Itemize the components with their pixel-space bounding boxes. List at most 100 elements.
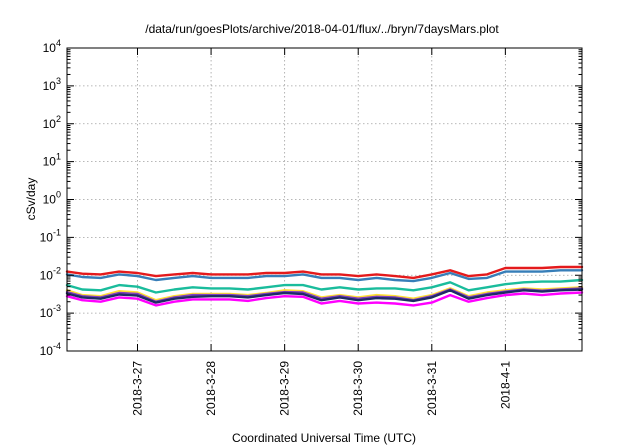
- data-point: [229, 277, 231, 279]
- data-point: [100, 301, 102, 303]
- data-point: [541, 267, 543, 269]
- data-point: [357, 299, 359, 301]
- series-line-7: [65, 291, 584, 307]
- data-point: [357, 279, 359, 281]
- data-point: [302, 293, 304, 295]
- data-point: [173, 277, 175, 279]
- data-point: [265, 294, 267, 296]
- x-tick-label: 2018-3-29: [278, 361, 292, 416]
- data-point: [376, 287, 378, 289]
- data-point: [265, 272, 267, 274]
- x-tick-label: 2018-4-1: [498, 361, 512, 409]
- chart-title: /data/run/goesPlots/archive/2018-04-01/f…: [145, 22, 499, 36]
- x-tick-label: 2018-3-28: [204, 361, 218, 416]
- data-point: [192, 275, 194, 277]
- data-point: [394, 279, 396, 281]
- data-point: [284, 292, 286, 294]
- data-point: [284, 284, 286, 286]
- series-group: [65, 265, 584, 307]
- data-point: [412, 289, 414, 291]
- data-point: [247, 277, 249, 279]
- data-point: [137, 295, 139, 297]
- data-point: [339, 296, 341, 298]
- data-point: [376, 297, 378, 299]
- data-point: [284, 272, 286, 274]
- data-point: [486, 286, 488, 288]
- data-point: [118, 294, 120, 296]
- y-tick-label: 102: [43, 114, 61, 131]
- data-point: [541, 281, 543, 283]
- data-point: [431, 277, 433, 279]
- data-point: [394, 303, 396, 305]
- data-point: [468, 301, 470, 303]
- data-point: [173, 289, 175, 291]
- data-point: [137, 298, 139, 300]
- data-point: [394, 275, 396, 277]
- data-point: [100, 289, 102, 291]
- data-point: [229, 298, 231, 300]
- data-point: [504, 271, 506, 273]
- data-point: [394, 298, 396, 300]
- data-point: [320, 273, 322, 275]
- data-point: [320, 303, 322, 305]
- data-point: [302, 271, 304, 273]
- data-point: [100, 273, 102, 275]
- data-point: [192, 296, 194, 298]
- data-point: [431, 302, 433, 304]
- data-point: [412, 277, 414, 279]
- data-point: [118, 284, 120, 286]
- x-tick-label: 2018-3-27: [131, 361, 145, 416]
- data-point: [486, 297, 488, 299]
- y-tick-label: 103: [43, 76, 61, 93]
- data-point: [192, 286, 194, 288]
- data-point: [431, 273, 433, 275]
- data-point: [192, 272, 194, 274]
- data-point: [486, 273, 488, 275]
- data-point: [468, 278, 470, 280]
- data-point: [155, 302, 157, 304]
- data-point: [320, 299, 322, 301]
- y-tick-label: 101: [43, 152, 61, 169]
- data-point: [339, 300, 341, 302]
- data-point: [412, 304, 414, 306]
- x-axis: 2018-3-27 2018-3-28 2018-3-29 2018-3-30 2018…: [131, 48, 512, 416]
- data-point: [137, 275, 139, 277]
- data-point: [468, 289, 470, 291]
- data-point: [468, 298, 470, 300]
- series-line-3: [65, 278, 584, 294]
- data-point: [210, 295, 212, 297]
- x-tick-label: 2018-3-30: [351, 361, 365, 416]
- data-point: [560, 266, 562, 268]
- y-tick-label: 104: [43, 38, 61, 55]
- data-point: [504, 292, 506, 294]
- data-point: [468, 275, 470, 277]
- data-point: [339, 273, 341, 275]
- data-point: [357, 303, 359, 305]
- data-point: [560, 289, 562, 291]
- data-point: [339, 286, 341, 288]
- series-line-1: [65, 265, 584, 280]
- data-point: [100, 298, 102, 300]
- data-point: [173, 298, 175, 300]
- data-point: [523, 271, 525, 273]
- data-point: [504, 294, 506, 296]
- data-point: [504, 267, 506, 269]
- data-point: [81, 289, 83, 291]
- data-point: [284, 275, 286, 277]
- data-point: [247, 296, 249, 298]
- data-point: [137, 272, 139, 274]
- x-axis-title: Coordinated Universal Time (UTC): [232, 431, 416, 445]
- data-point: [486, 277, 488, 279]
- data-point: [81, 276, 83, 278]
- y-tick-label: 10-1: [40, 227, 61, 244]
- series-line-4: [65, 286, 584, 302]
- y-tick-label: 10-2: [40, 265, 61, 282]
- data-point: [504, 283, 506, 285]
- series-line-2: [65, 269, 584, 283]
- data-point: [265, 286, 267, 288]
- data-point: [265, 297, 267, 299]
- x-tick-label: 2018-3-31: [425, 361, 439, 416]
- data-point: [302, 273, 304, 275]
- data-point: [100, 277, 102, 279]
- data-point: [449, 281, 451, 283]
